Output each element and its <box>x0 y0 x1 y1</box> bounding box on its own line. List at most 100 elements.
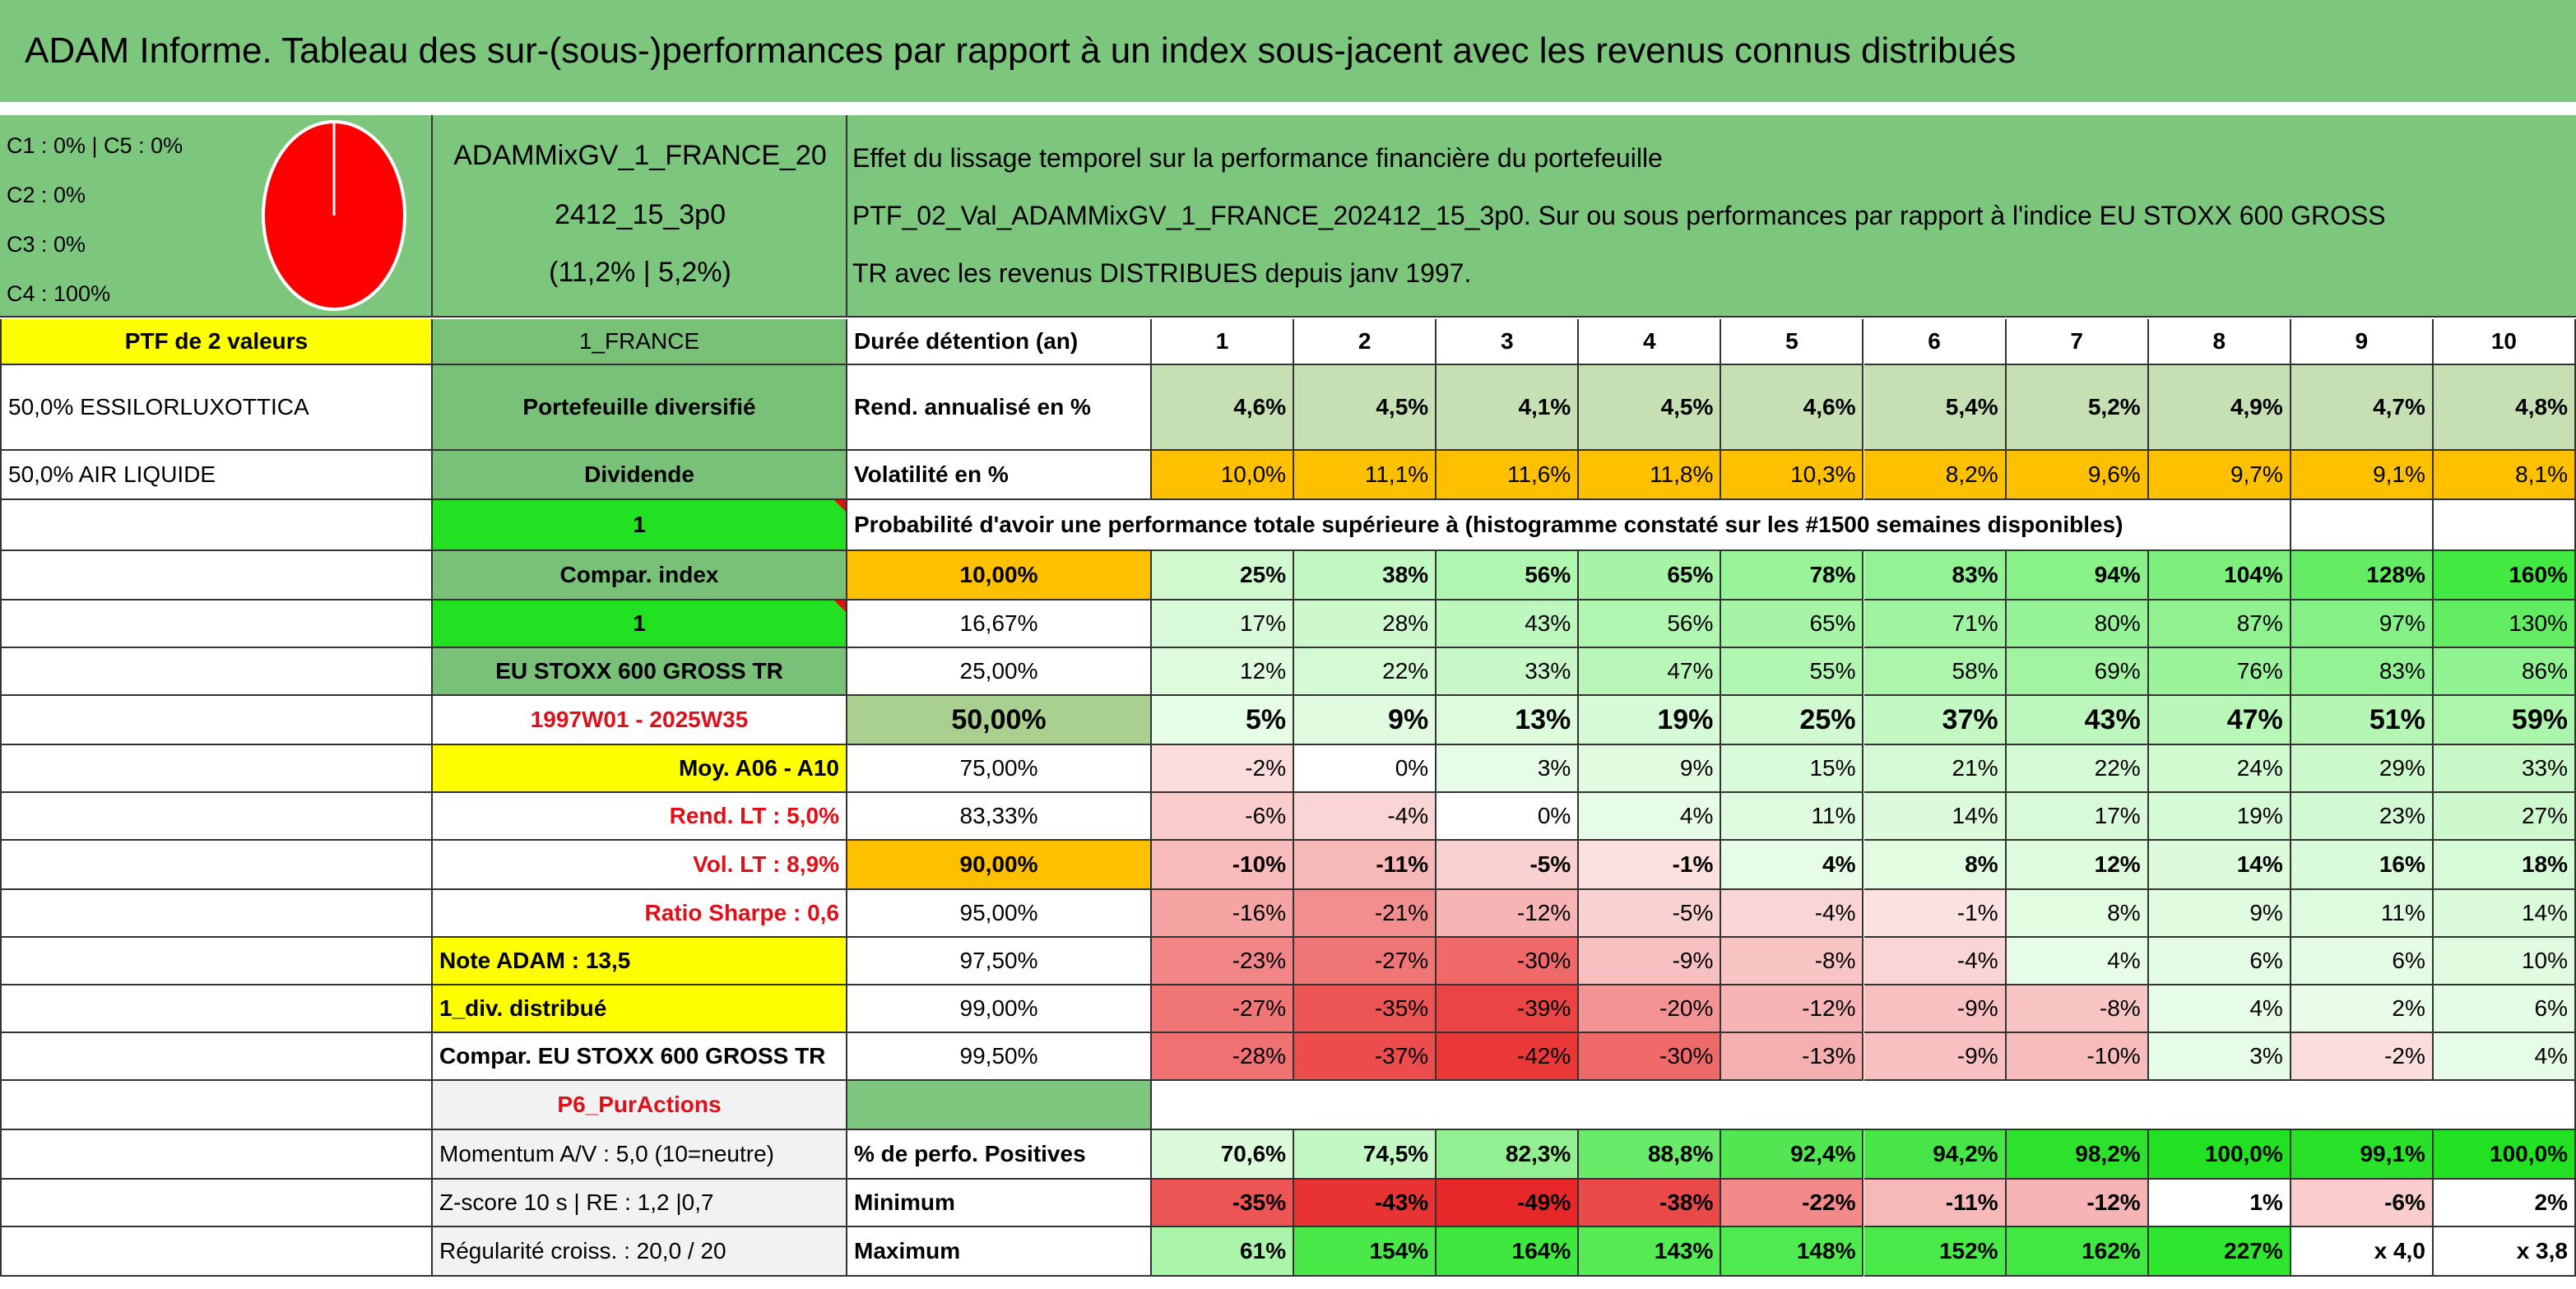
value-cell: 65% <box>1721 600 1864 648</box>
portfolio-panel: ADAMMixGV_1_FRANCE_20 2412_15_3p0 (11,2%… <box>433 115 847 318</box>
value-cell: 59% <box>2433 696 2576 745</box>
value-cell: 56% <box>1579 600 1722 648</box>
value-cell: 9 <box>2291 319 2434 365</box>
info-cell: Régularité croiss. : 20,0 / 20 <box>433 1227 847 1277</box>
value-cell: 5% <box>1152 696 1295 745</box>
value-cell: 27% <box>2433 793 2576 841</box>
value-cell: 3 <box>1437 319 1580 365</box>
value-cell: 11,8% <box>1579 451 1722 500</box>
value-cell: 6% <box>2291 938 2434 985</box>
value-cell: -12% <box>2006 1180 2149 1227</box>
value-cell: 11,6% <box>1437 451 1580 500</box>
info-cell: Compar. index <box>433 551 847 600</box>
holding-cell <box>0 1033 433 1081</box>
value-cell: 13% <box>1437 696 1580 745</box>
title-bar: ADAM Informe. Tableau des sur-(sous-)per… <box>0 0 2576 102</box>
value-cell: 14% <box>2433 890 2576 938</box>
row-label-cell: 83,33% <box>847 793 1152 841</box>
value-cell: 19% <box>1579 696 1722 745</box>
info-cell: Note ADAM : 13,5 <box>433 938 847 985</box>
value-cell: 9% <box>1579 745 1722 793</box>
row-label-cell: 95,00% <box>847 890 1152 938</box>
value-cell: 22% <box>2006 745 2149 793</box>
value-cell: 23% <box>2291 793 2434 841</box>
value-cell: 9% <box>1294 696 1437 745</box>
value-cell: 6% <box>2148 938 2291 985</box>
description-line: Effet du lissage temporel sur la perform… <box>852 143 1663 173</box>
value-cell: 71% <box>1864 600 2007 648</box>
value-cell: 87% <box>2148 600 2291 648</box>
holding-cell <box>0 841 433 890</box>
info-cell: 1_div. distribué <box>433 985 847 1033</box>
info-cell: 1 <box>433 500 847 551</box>
value-cell: -10% <box>2006 1033 2149 1081</box>
value-cell: 83% <box>2291 648 2434 696</box>
value-cell: 130% <box>2433 600 2576 648</box>
value-cell: 4% <box>1579 793 1722 841</box>
value-cell <box>1152 1081 2576 1130</box>
holding-cell <box>0 696 433 745</box>
value-cell: 11,1% <box>1294 451 1437 500</box>
value-cell: -37% <box>1294 1033 1437 1081</box>
holding-cell <box>0 1227 433 1277</box>
value-cell: -20% <box>1579 985 1722 1033</box>
class-line: C2 : 0% <box>7 183 86 207</box>
value-cell: 14% <box>2148 841 2291 890</box>
value-cell: 82,3% <box>1437 1130 1580 1180</box>
value-cell: -23% <box>1152 938 1295 985</box>
info-cell: Rend. LT : 5,0% <box>433 793 847 841</box>
value-cell: 162% <box>2006 1227 2149 1277</box>
value-cell: 2% <box>2291 985 2434 1033</box>
value-cell: x 3,8 <box>2433 1227 2576 1277</box>
value-cell: 24% <box>2148 745 2291 793</box>
value-cell: -2% <box>1152 745 1295 793</box>
value-cell: -16% <box>1152 890 1295 938</box>
info-cell: 1997W01 - 2025W35 <box>433 696 847 745</box>
holding-cell <box>0 648 433 696</box>
row-label-cell: 16,67% <box>847 600 1152 648</box>
value-cell: -49% <box>1437 1180 1580 1227</box>
value-cell: 2% <box>2433 1180 2576 1227</box>
info-cell: EU STOXX 600 GROSS TR <box>433 648 847 696</box>
row-label-cell: Probabilité d'avoir une performance tota… <box>847 500 2291 551</box>
portfolio-line: 2412_15_3p0 <box>554 199 726 230</box>
value-cell: -21% <box>1294 890 1437 938</box>
value-cell: -27% <box>1152 985 1295 1033</box>
holding-cell <box>0 500 433 551</box>
value-cell: -6% <box>1152 793 1295 841</box>
value-cell: 43% <box>2006 696 2149 745</box>
value-cell: 15% <box>1721 745 1864 793</box>
value-cell: 4,6% <box>1152 365 1295 451</box>
value-cell: 100,0% <box>2148 1130 2291 1180</box>
value-cell: -6% <box>2291 1180 2434 1227</box>
holding-cell: PTF de 2 valeurs <box>0 319 433 365</box>
value-cell: 25% <box>1152 551 1295 600</box>
value-cell: 97% <box>2291 600 2434 648</box>
holding-cell: 50,0% ESSILORLUXOTTICA <box>0 365 433 451</box>
value-cell <box>2291 500 2434 551</box>
value-cell: -35% <box>1294 985 1437 1033</box>
row-label-cell: Durée détention (an) <box>847 319 1152 365</box>
row-label-cell: 99,50% <box>847 1033 1152 1081</box>
value-cell: 69% <box>2006 648 2149 696</box>
value-cell: 10,3% <box>1721 451 1864 500</box>
value-cell: 3% <box>1437 745 1580 793</box>
value-cell: -12% <box>1437 890 1580 938</box>
value-cell: 25% <box>1721 696 1864 745</box>
value-cell: 92,4% <box>1721 1130 1864 1180</box>
holding-cell <box>0 985 433 1033</box>
title: ADAM Informe. Tableau des sur-(sous-)per… <box>25 30 2017 71</box>
value-cell: 56% <box>1437 551 1580 600</box>
value-cell: 7 <box>2006 319 2149 365</box>
value-cell: 1 <box>1152 319 1295 365</box>
value-cell: -4% <box>1294 793 1437 841</box>
value-cell: 10% <box>2433 938 2576 985</box>
value-cell: 160% <box>2433 551 2576 600</box>
holding-cell <box>0 1081 433 1130</box>
value-cell: 9,6% <box>2006 451 2149 500</box>
value-cell: 5,4% <box>1864 365 2007 451</box>
value-cell: 98,2% <box>2006 1130 2149 1180</box>
value-cell: 4,5% <box>1294 365 1437 451</box>
row-label-cell: 97,50% <box>847 938 1152 985</box>
